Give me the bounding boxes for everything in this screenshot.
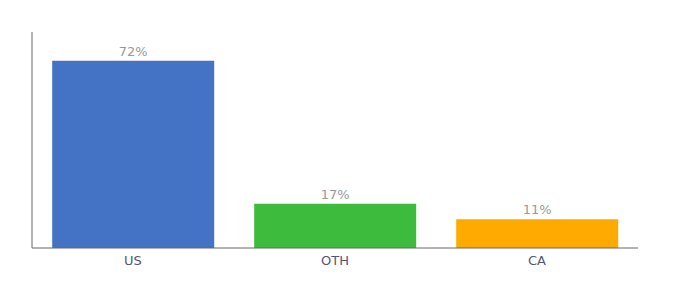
svg-text:OTH: OTH: [321, 253, 349, 268]
svg-text:72%: 72%: [119, 44, 148, 59]
svg-text:US: US: [124, 253, 142, 268]
svg-text:11%: 11%: [523, 202, 552, 217]
svg-text:CA: CA: [528, 253, 546, 268]
svg-text:17%: 17%: [321, 187, 350, 202]
